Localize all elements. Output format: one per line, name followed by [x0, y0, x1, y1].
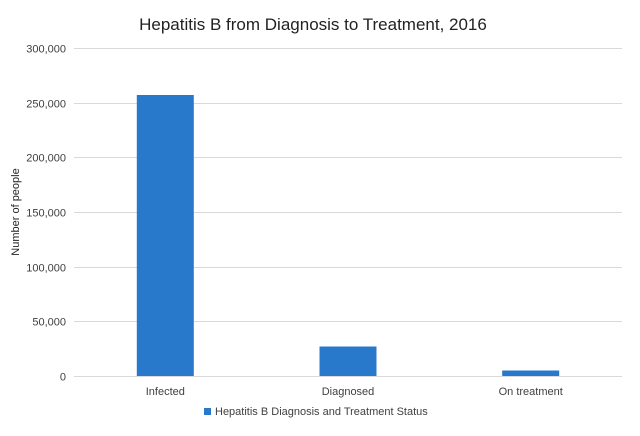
legend-swatch	[204, 408, 211, 415]
y-tick-label: 50,000	[32, 317, 66, 329]
x-tick-label: Infected	[146, 386, 185, 398]
y-tick-label: 0	[60, 372, 66, 384]
y-tick-label: 200,000	[26, 153, 66, 165]
bar-on-treatment	[502, 370, 560, 376]
y-tick-label: 100,000	[26, 263, 66, 275]
y-tick-label: 250,000	[26, 99, 66, 111]
bar-infected	[136, 95, 194, 376]
y-tick-label: 150,000	[26, 208, 66, 220]
y-axis-tick-labels: 0 50,000 100,000 150,000 200,000 250,000 300,0…	[26, 44, 66, 384]
x-tick-label: On treatment	[499, 386, 563, 398]
x-tick-label: Diagnosed	[322, 386, 375, 398]
legend-label: Hepatitis B Diagnosis and Treatment Stat…	[215, 406, 428, 418]
y-tick-label: 300,000	[26, 44, 66, 56]
legend: Hepatitis B Diagnosis and Treatment Stat…	[204, 406, 428, 418]
x-axis-tick-labels: Infected Diagnosed On treatment	[146, 386, 563, 398]
chart-title: Hepatitis B from Diagnosis to Treatment,…	[139, 15, 487, 34]
bars	[136, 95, 560, 376]
bar-diagnosed	[319, 346, 377, 376]
y-axis-title: Number of people	[10, 168, 22, 255]
